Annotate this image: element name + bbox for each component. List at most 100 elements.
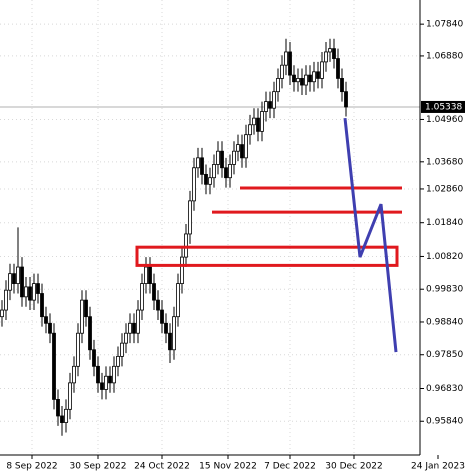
candle-body — [172, 316, 176, 351]
candle-body — [156, 299, 160, 311]
candle-body — [180, 256, 184, 284]
candle-body — [236, 144, 240, 152]
x-tick-label: 30 Sep 2022 — [69, 462, 126, 472]
candle-body — [140, 283, 144, 311]
candle-body — [40, 293, 44, 318]
candle-body — [260, 111, 264, 132]
candle-body — [308, 74, 312, 83]
candle-body — [320, 61, 324, 79]
candle-body — [216, 150, 220, 165]
zone-box — [135, 245, 399, 267]
candle-body — [132, 322, 136, 334]
candle-body — [240, 144, 244, 159]
candle-body — [84, 299, 88, 318]
candle-body — [100, 382, 104, 390]
candle-body — [124, 332, 128, 344]
projection-path — [343, 117, 398, 353]
last-price-tag — [421, 100, 465, 113]
candle-body — [292, 74, 296, 83]
candle-body — [272, 91, 276, 109]
candle-body — [280, 64, 284, 79]
candle-body — [28, 286, 32, 301]
x-tick-label: 30 Dec 2022 — [325, 462, 383, 472]
candle-body — [80, 299, 84, 334]
candle-body — [76, 332, 80, 367]
last-price-label: 1.05338 — [425, 102, 462, 112]
candle-body — [328, 48, 332, 53]
y-tick-label: 1.01840 — [426, 218, 463, 228]
candle-body — [48, 322, 52, 334]
candle-body — [116, 355, 120, 367]
candle-body — [52, 332, 56, 400]
candle-body — [208, 177, 212, 185]
y-tick-label: 0.99830 — [426, 285, 463, 295]
candle-body — [252, 117, 256, 126]
candle-body — [340, 78, 344, 93]
candle-body — [248, 124, 252, 136]
candle-body — [184, 233, 188, 258]
candle-body — [36, 283, 40, 294]
candle-body — [164, 322, 168, 334]
candle-body — [152, 283, 156, 301]
y-tick-label: 0.96830 — [426, 384, 463, 394]
candle-body — [8, 273, 12, 291]
candle-body — [148, 266, 152, 284]
candle-body — [136, 309, 140, 334]
y-tick-label: 1.02860 — [426, 184, 463, 194]
candle-body — [168, 332, 172, 351]
candle-body — [32, 283, 36, 301]
candle-body — [104, 375, 108, 390]
candle-body — [316, 71, 320, 79]
candle-body — [220, 150, 224, 169]
x-tick-label: 8 Sep 2022 — [6, 462, 57, 472]
candle-body — [232, 150, 236, 165]
candle-body — [120, 342, 124, 357]
candle-body — [268, 101, 272, 109]
candle-body — [88, 316, 92, 351]
candle-body — [324, 51, 328, 63]
x-tick-label: 24 Jan 2023 — [411, 462, 465, 472]
candle-body — [300, 78, 304, 86]
y-tick-label: 0.95840 — [426, 417, 463, 427]
candle-body — [160, 309, 164, 324]
candle-body — [196, 157, 200, 169]
candle-body — [344, 91, 348, 108]
candle-body — [64, 408, 68, 423]
candle-body — [276, 78, 280, 93]
candle-body — [112, 365, 116, 384]
candle-body — [304, 74, 308, 86]
y-tick-label: 1.04960 — [426, 115, 463, 125]
candle-body — [336, 58, 340, 79]
candle-body — [296, 78, 300, 83]
candle-body — [192, 167, 196, 202]
candle-body — [212, 164, 216, 179]
x-tick-label: 15 Nov 2022 — [199, 462, 257, 472]
candle-body — [56, 399, 60, 417]
candle-body — [264, 101, 268, 112]
y-tick-label: 1.00820 — [426, 252, 463, 262]
candle-body — [244, 134, 248, 159]
candle-body — [4, 289, 8, 311]
candle-body — [332, 48, 336, 59]
candle-body — [20, 266, 24, 298]
y-tick-label: 1.06880 — [426, 51, 463, 61]
candle-body — [72, 365, 76, 384]
candle-body — [176, 283, 180, 318]
candle-body — [144, 266, 148, 284]
candle-body — [200, 157, 204, 175]
candle-body — [284, 51, 288, 66]
candle-body — [24, 286, 28, 298]
x-tick-label: 7 Dec 2022 — [264, 462, 316, 472]
y-tick-label: 0.97850 — [426, 350, 463, 360]
y-tick-label: 0.98840 — [426, 317, 463, 327]
candle-body — [228, 164, 232, 179]
candle-body — [256, 117, 260, 132]
candle-body — [60, 415, 64, 423]
y-tick-label: 1.03680 — [426, 157, 463, 167]
candle-body — [288, 51, 292, 76]
candle-body — [44, 316, 48, 324]
candle-body — [312, 71, 316, 83]
candle-body — [204, 173, 208, 185]
candle-body — [0, 309, 4, 318]
